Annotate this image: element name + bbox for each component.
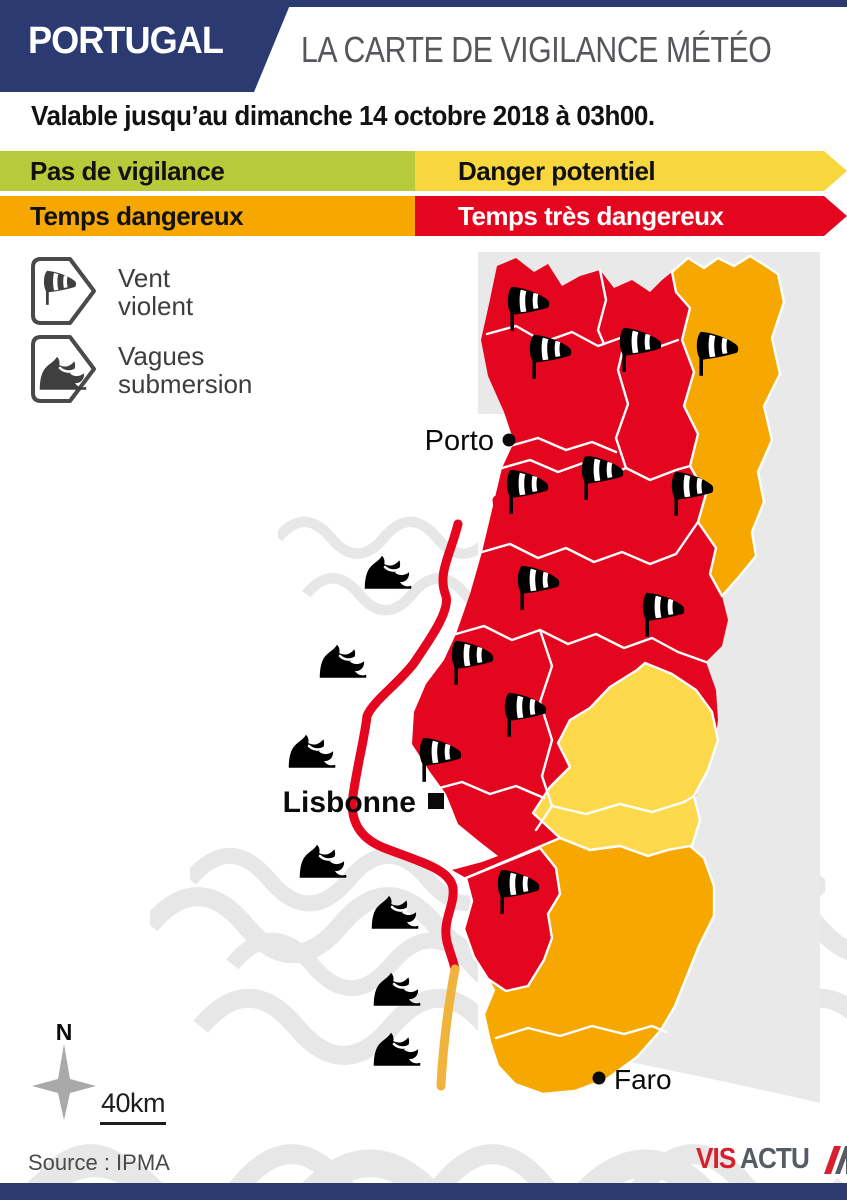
city-label-lisbonne: Lisbonne (283, 786, 416, 819)
coastline-red-warning (347, 519, 463, 974)
visactu-logo: VIS ACTU (696, 1143, 847, 1176)
city-marker-lisbonne (428, 793, 444, 809)
top-border-line (0, 0, 847, 7)
legend-level-2: Temps dangereux (0, 196, 439, 236)
wave-icon (319, 644, 367, 679)
wave-icon (299, 844, 347, 879)
bottom-border-bar (0, 1183, 847, 1200)
country-banner (0, 0, 292, 92)
city-marker-faro (592, 1071, 606, 1085)
legend-level-1: Danger potentiel (415, 151, 847, 191)
visactu-glyph-icon (824, 1145, 847, 1174)
country-name: PORTUGAL (28, 20, 224, 62)
legend-wave: Vagues submersion (30, 334, 252, 404)
legend-wind-label: Vent violent (118, 263, 194, 321)
city-label-faro: Faro (614, 1064, 672, 1095)
visactu-vis: VIS (696, 1143, 736, 1175)
visactu-actu: ACTU (739, 1143, 810, 1175)
source-credit: Source : IPMA (28, 1150, 170, 1175)
compass-rose: N (32, 1019, 96, 1120)
legend-wind: Vent violent (30, 256, 193, 326)
legend-level-3: Temps très dangereux (415, 196, 847, 236)
coastline-orange-warning (436, 964, 460, 1091)
city-label-porto: Porto (425, 425, 494, 457)
legend-level-0: Pas de vigilance (0, 151, 439, 191)
wave-icon (364, 555, 412, 590)
wave-icon (288, 734, 336, 769)
city-marker-porto (502, 433, 516, 447)
coastline-red-segment (492, 495, 504, 522)
compass-north-label: N (56, 1019, 73, 1045)
validity-text: Valable jusqu’au dimanche 14 octobre 201… (31, 100, 655, 131)
legend-wave-label: Vagues submersion (118, 341, 253, 399)
city-labels-layer: Porto Lisbonne Faro (283, 425, 672, 1095)
page-title: LA CARTE DE VIGILANCE MÉTÉO (301, 29, 772, 70)
map-scale: 40km (100, 1088, 166, 1125)
